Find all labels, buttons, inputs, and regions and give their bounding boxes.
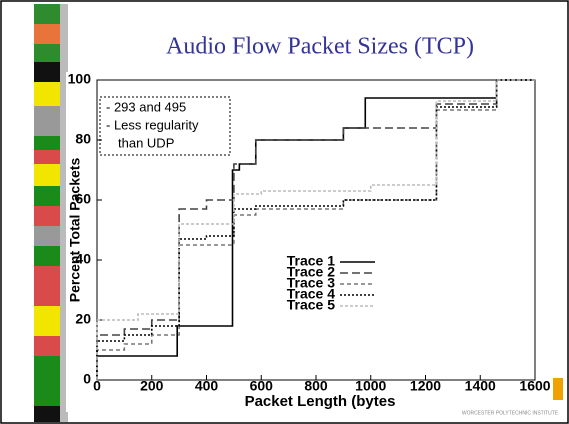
- y-tick-label: 40: [75, 251, 91, 267]
- x-tick-label: 0: [93, 378, 101, 394]
- annotation: - Less regularity: [106, 117, 199, 132]
- legend-label: Trace 1: [287, 253, 335, 269]
- decor-strip: [34, 4, 68, 422]
- x-tick-label: 1000: [355, 378, 386, 394]
- x-tick-label: 1400: [465, 378, 496, 394]
- y-tick-label: 60: [75, 191, 91, 207]
- x-tick-label: 200: [140, 378, 164, 394]
- x-tick-label: 1600: [519, 378, 550, 394]
- x-axis-label: Packet Length (bytes: [245, 393, 396, 410]
- x-tick-label: 1200: [410, 378, 441, 394]
- y-tick-label: 100: [68, 71, 92, 87]
- data-line: [96, 79, 535, 380]
- legend-label: Trace 3: [287, 275, 335, 291]
- y-tick-label: 20: [75, 311, 91, 327]
- annotation: than UDP: [118, 135, 174, 150]
- legend-label: Trace 5: [287, 297, 335, 313]
- chart-title: Audio Flow Packet Sizes (TCP): [166, 34, 474, 60]
- footer: WORCESTER POLYTECHNIC INSTITUTE: [462, 410, 559, 416]
- y-tick-label: 0: [83, 371, 91, 387]
- legend-label: Trace 2: [287, 264, 335, 280]
- x-tick-label: 800: [304, 378, 328, 394]
- x-tick-label: 400: [195, 378, 219, 394]
- annotation-box: [99, 96, 231, 156]
- annotation: - 293 and 495: [106, 99, 186, 114]
- x-tick-label: 600: [250, 378, 274, 394]
- y-axis-label: Percent Total Packets: [67, 158, 83, 303]
- y-tick-label: 80: [75, 131, 91, 147]
- legend-label: Trace 4: [287, 286, 335, 302]
- decor-tab: [553, 378, 563, 400]
